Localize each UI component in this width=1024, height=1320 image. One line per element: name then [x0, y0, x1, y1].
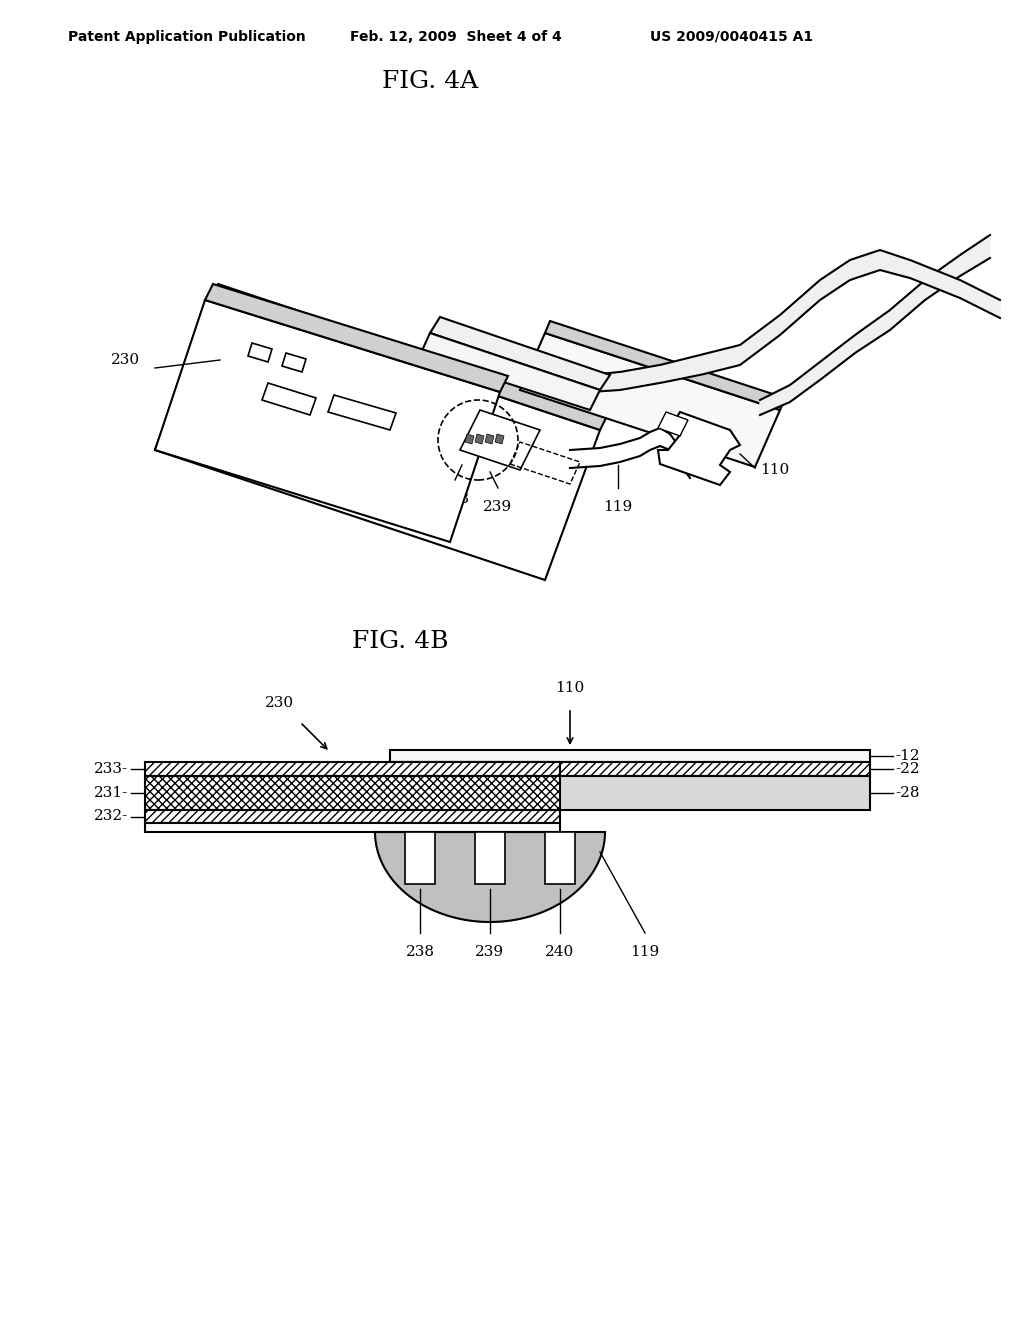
- Text: -28: -28: [895, 785, 920, 800]
- Text: 110: 110: [555, 681, 585, 696]
- Polygon shape: [375, 832, 605, 921]
- Polygon shape: [658, 412, 688, 436]
- Polygon shape: [205, 284, 508, 392]
- Polygon shape: [262, 383, 316, 414]
- Text: 230: 230: [265, 696, 295, 710]
- Text: 233-: 233-: [94, 762, 128, 776]
- Bar: [390, 750, 870, 762]
- Text: 238: 238: [440, 492, 469, 506]
- Text: Feb. 12, 2009  Sheet 4 of 4: Feb. 12, 2009 Sheet 4 of 4: [350, 30, 562, 44]
- Text: Patent Application Publication: Patent Application Publication: [68, 30, 306, 44]
- Polygon shape: [570, 428, 690, 478]
- Text: 230: 230: [111, 352, 140, 367]
- Polygon shape: [485, 434, 494, 444]
- Bar: [390, 762, 870, 776]
- Text: 119: 119: [603, 500, 633, 513]
- Text: FIG. 4A: FIG. 4A: [382, 70, 478, 92]
- Text: 239: 239: [475, 945, 505, 960]
- Bar: [390, 776, 870, 810]
- Text: -12: -12: [895, 748, 920, 763]
- Text: 239: 239: [483, 500, 513, 513]
- Polygon shape: [475, 434, 484, 444]
- Polygon shape: [465, 434, 474, 444]
- Polygon shape: [155, 284, 218, 450]
- Text: 231-: 231-: [94, 785, 128, 800]
- Polygon shape: [430, 317, 610, 389]
- Polygon shape: [420, 333, 600, 411]
- Polygon shape: [282, 352, 306, 372]
- Polygon shape: [460, 411, 540, 470]
- Polygon shape: [248, 343, 272, 362]
- Polygon shape: [545, 321, 785, 411]
- Polygon shape: [328, 395, 396, 430]
- Bar: [145, 762, 560, 776]
- Bar: [475, 832, 505, 884]
- Bar: [145, 776, 560, 810]
- Text: 119: 119: [631, 945, 659, 960]
- Text: US 2009/0040415 A1: US 2009/0040415 A1: [650, 30, 813, 44]
- Bar: [406, 832, 435, 884]
- Polygon shape: [210, 284, 608, 430]
- Polygon shape: [328, 395, 396, 430]
- Bar: [145, 822, 560, 832]
- Bar: [545, 832, 575, 884]
- Polygon shape: [590, 251, 1000, 392]
- Bar: [145, 810, 560, 822]
- Polygon shape: [155, 300, 500, 543]
- Text: -22: -22: [895, 762, 920, 776]
- Text: 240: 240: [546, 945, 574, 960]
- Polygon shape: [658, 412, 740, 484]
- Polygon shape: [155, 300, 600, 579]
- Text: 232-: 232-: [94, 809, 128, 824]
- Polygon shape: [282, 352, 306, 372]
- Polygon shape: [495, 434, 504, 444]
- Polygon shape: [248, 343, 272, 362]
- Text: 110: 110: [760, 463, 790, 477]
- Polygon shape: [262, 383, 316, 414]
- Text: 238: 238: [406, 945, 434, 960]
- Polygon shape: [760, 235, 990, 414]
- Polygon shape: [520, 333, 780, 467]
- Text: FIG. 4B: FIG. 4B: [352, 630, 449, 653]
